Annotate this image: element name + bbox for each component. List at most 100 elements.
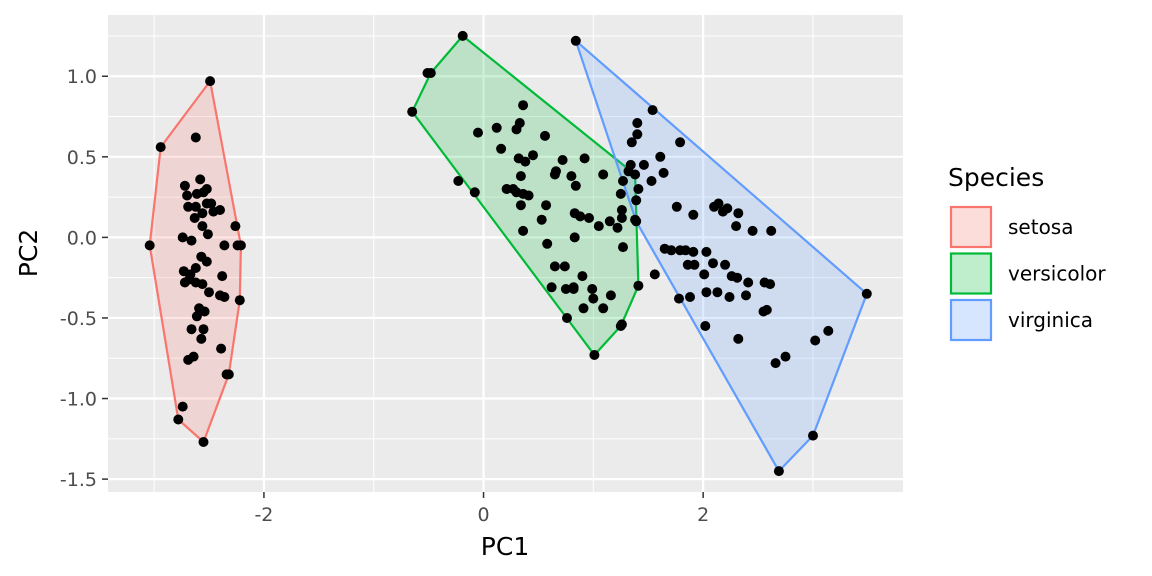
point-virginica (823, 325, 834, 336)
point-versicolor (518, 225, 529, 236)
point-setosa (173, 414, 184, 425)
hull-virginica (574, 39, 868, 473)
point-setosa (144, 240, 155, 251)
point-versicolor (453, 176, 464, 186)
point-virginica (685, 292, 695, 302)
point-virginica (633, 184, 644, 194)
point-setosa (198, 324, 209, 335)
point-virginica (724, 292, 735, 302)
point-setosa (217, 271, 228, 282)
point-versicolor (593, 221, 604, 232)
point-versicolor (633, 280, 644, 291)
point-versicolor (578, 303, 589, 314)
y-tick-label: -1.0 (60, 389, 97, 411)
point-setosa (179, 277, 190, 288)
point-setosa (188, 351, 199, 362)
point-virginica (743, 277, 754, 288)
legend-key-setosa (949, 205, 993, 249)
point-virginica (632, 129, 643, 140)
point-versicolor (570, 180, 581, 191)
point-virginica (733, 208, 744, 219)
point-setosa (197, 208, 208, 219)
point-setosa (182, 190, 193, 201)
point-versicolor (542, 238, 553, 249)
point-setosa (234, 295, 245, 306)
legend-label-versicolor: versicolor (1008, 262, 1106, 286)
point-virginica (770, 358, 781, 369)
x-tick-label: 0 (477, 504, 489, 526)
legend: Species setosa versicolor virginica (948, 163, 1106, 342)
point-virginica (631, 195, 642, 206)
point-versicolor (501, 184, 512, 194)
legend-key-bg (950, 206, 992, 248)
point-virginica (646, 176, 657, 186)
point-setosa (204, 287, 214, 298)
data-points (144, 30, 872, 477)
point-setosa (206, 198, 217, 209)
point-virginica (701, 246, 712, 257)
point-versicolor (407, 106, 418, 117)
point-setosa (198, 437, 209, 447)
x-axis-ticks: -2 0 2 (254, 492, 709, 526)
point-setosa (195, 174, 206, 185)
x-tick-label: 2 (697, 504, 709, 526)
point-virginica (810, 335, 821, 346)
point-versicolor (616, 213, 627, 223)
point-virginica (632, 118, 643, 128)
point-virginica (861, 288, 872, 299)
point-versicolor (549, 261, 560, 272)
point-versicolor (598, 303, 609, 314)
point-virginica (766, 225, 777, 236)
legend-items: setosa versicolor virginica (949, 205, 1106, 342)
point-versicolor (457, 30, 468, 41)
point-virginica (649, 269, 660, 280)
point-versicolor (605, 290, 616, 301)
point-virginica (616, 205, 627, 215)
point-versicolor (546, 282, 557, 293)
point-versicolor (612, 222, 623, 233)
point-virginica (765, 279, 776, 290)
point-versicolor (422, 68, 433, 78)
legend-key-bg (950, 299, 992, 341)
x-tick-label: -2 (254, 504, 273, 526)
point-versicolor (575, 211, 586, 222)
point-versicolor (491, 122, 502, 133)
y-axis-ticks: 1.0 0.5 0.0 -0.5 -1.0 -1.5 (60, 66, 108, 491)
point-setosa (186, 324, 197, 335)
point-setosa (215, 205, 225, 215)
point-virginica (701, 287, 712, 298)
point-virginica (732, 272, 743, 283)
point-setosa (177, 232, 188, 243)
point-virginica (747, 225, 758, 236)
point-versicolor (496, 143, 507, 154)
point-virginica (741, 290, 751, 301)
point-setosa (201, 256, 212, 267)
point-virginica (671, 201, 682, 212)
point-virginica (688, 246, 699, 257)
point-setosa (177, 401, 188, 412)
point-versicolor (523, 190, 534, 201)
point-versicolor (515, 171, 526, 182)
point-versicolor (588, 293, 599, 304)
y-tick-label: 1.0 (67, 66, 97, 88)
point-virginica (626, 137, 637, 148)
legend-key-versicolor (949, 252, 993, 295)
legend-key-virginica (949, 298, 993, 342)
point-versicolor (536, 214, 547, 225)
point-versicolor (587, 284, 598, 294)
point-setosa (199, 306, 210, 317)
point-virginica (689, 259, 700, 270)
point-virginica (808, 430, 818, 441)
point-setosa (219, 240, 230, 251)
point-versicolor (557, 155, 568, 165)
point-versicolor (473, 127, 483, 138)
point-virginica (659, 243, 670, 254)
point-versicolor (604, 216, 615, 227)
point-virginica (699, 269, 710, 280)
point-virginica (638, 159, 649, 170)
point-virginica (675, 245, 686, 256)
point-setosa (202, 229, 213, 240)
point-versicolor (569, 232, 580, 243)
point-setosa (196, 333, 207, 344)
point-setosa (205, 76, 216, 87)
